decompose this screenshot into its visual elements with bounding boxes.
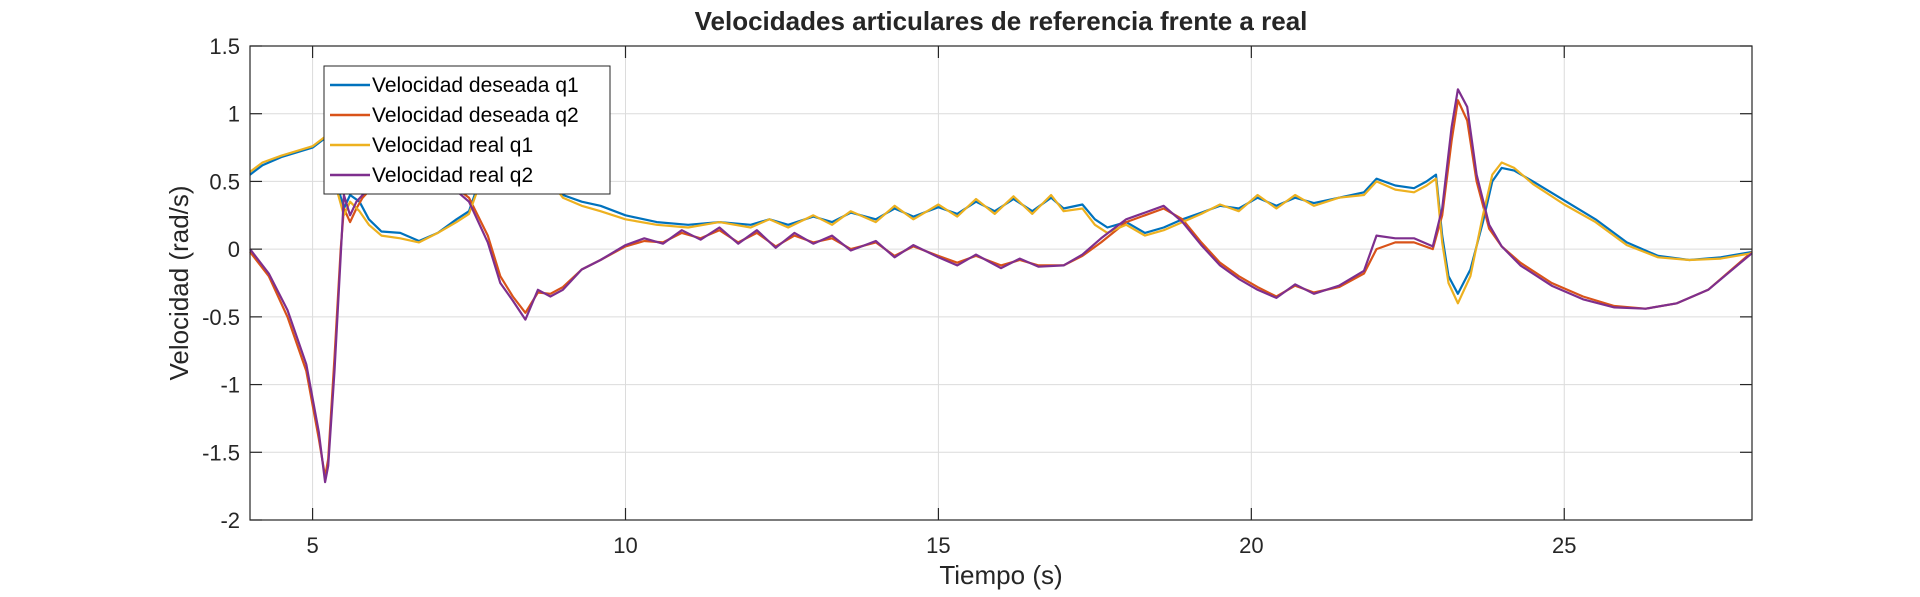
y-tick-label: -2 [220,508,240,533]
legend-entry-label: Velocidad deseada q2 [372,104,579,127]
x-tick-label: 20 [1239,533,1263,558]
x-tick-label: 10 [613,533,637,558]
x-axis-label: Tiempo (s) [939,560,1062,590]
plot-area-border [249,45,1753,521]
y-tick-label: 0 [228,237,240,262]
y-tick-label: 1 [228,102,240,127]
series-layer [249,88,1753,484]
y-tick-label: -1 [220,373,240,398]
x-tick-label: 15 [926,533,950,558]
legend: Velocidad deseada q1 Velocidad deseada q2… [323,65,611,195]
ticks: 5 10 15 20 25 1.5 1 0.5 0 -0.5 -1 -1.5 -2 [202,34,1752,558]
y-tick-label: 0.5 [209,169,240,194]
y-tick-label: 1.5 [209,34,240,59]
legend-entry-label: Velocidad deseada q1 [372,74,579,97]
legend-entry-label: Velocidad real q1 [372,134,533,157]
chart-title: Velocidades articulares de referencia fr… [695,6,1308,36]
legend-entry-label: Velocidad real q2 [372,164,533,187]
y-tick-label: -0.5 [202,305,240,330]
series-line-3 [249,135,1753,305]
y-axis-label: Velocidad (rad/s) [164,185,194,380]
y-tick-label: -1.5 [202,440,240,465]
x-tick-label: 25 [1552,533,1576,558]
legend-box [323,65,611,195]
x-tick-label: 5 [306,533,318,558]
